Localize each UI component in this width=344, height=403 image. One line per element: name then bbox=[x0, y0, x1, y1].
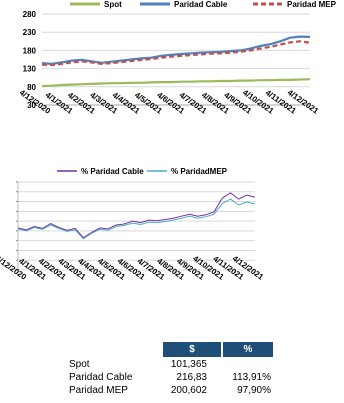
row-value: 216,83 bbox=[176, 372, 207, 383]
series-line bbox=[41, 40, 311, 67]
header-dollar: $ bbox=[163, 342, 221, 357]
y-tick-label: 230 bbox=[23, 28, 37, 37]
row-label: Paridad Cable bbox=[69, 372, 133, 383]
series-line bbox=[41, 78, 311, 88]
line-chart-prices: 30 80 130 180 230 280 Spot Paridad Cable Paridad… bbox=[18, 0, 337, 116]
row-label: Spot bbox=[69, 359, 90, 370]
y-tick-label: 80 bbox=[27, 83, 36, 92]
legend-label: Paridad MEP bbox=[287, 0, 337, 9]
summary-table: $ % Spot 101,365 Paridad Cable 216,83 11… bbox=[0, 340, 344, 403]
legend-label: Spot bbox=[104, 0, 122, 9]
line-chart-percent: 4/12/20204/1/20214/2/20214/3/20214/4/202… bbox=[0, 167, 265, 282]
row-value: 200,602 bbox=[170, 385, 207, 396]
header-percent: % bbox=[223, 342, 273, 357]
series-line bbox=[17, 198, 256, 240]
legend-label: % Paridad Cable bbox=[81, 167, 144, 176]
series-line bbox=[41, 35, 311, 66]
y-tick-label: 30 bbox=[27, 101, 36, 110]
y-tick-label: 130 bbox=[23, 65, 37, 74]
summary-row: Paridad MEP 200,602 97,90% bbox=[0, 385, 344, 397]
row-pct: 113,91% bbox=[232, 372, 271, 383]
series-line bbox=[17, 192, 256, 239]
row-pct: 97,90% bbox=[237, 385, 271, 396]
summary-row: Spot 101,365 bbox=[0, 359, 344, 371]
y-tick-label: 280 bbox=[23, 10, 37, 19]
legend-label: Paridad Cable bbox=[174, 0, 228, 9]
y-tick-label: 180 bbox=[23, 46, 37, 55]
summary-row: Paridad Cable 216,83 113,91% bbox=[0, 372, 344, 384]
legend-label: % ParidadMEP bbox=[171, 167, 228, 176]
row-value: 101,365 bbox=[170, 359, 207, 370]
row-label: Paridad MEP bbox=[69, 385, 128, 396]
